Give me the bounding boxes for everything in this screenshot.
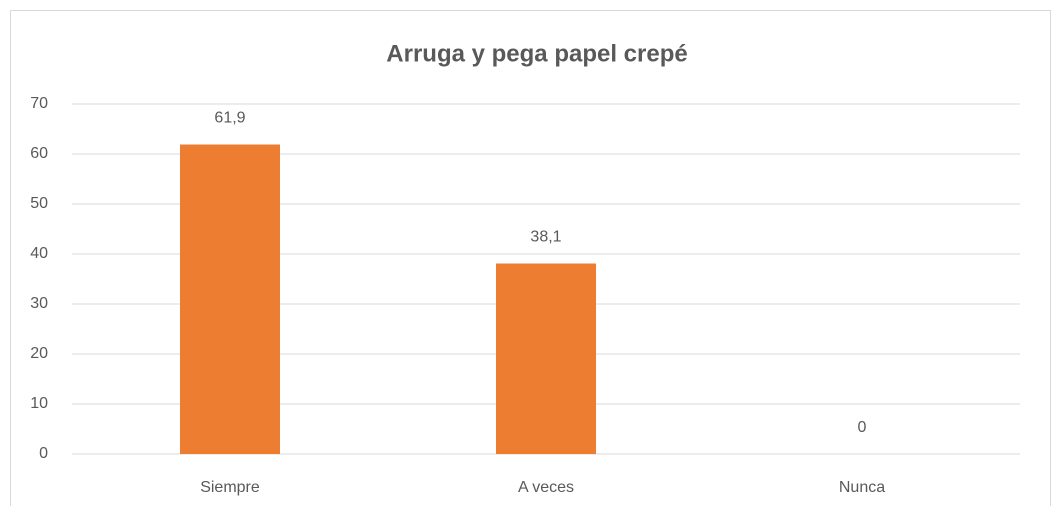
data-label: 0 <box>858 419 867 436</box>
x-tick-label: A veces <box>518 479 574 496</box>
y-tick-label: 30 <box>30 295 48 312</box>
y-tick-label: 20 <box>30 345 48 362</box>
y-tick-label: 70 <box>30 95 48 112</box>
x-tick-label: Siempre <box>200 479 260 496</box>
data-label: 61,9 <box>214 110 245 127</box>
chart-title: Arruga y pega papel crepé <box>386 40 687 67</box>
y-tick-label: 40 <box>30 245 48 262</box>
x-tick-label: Nunca <box>839 479 885 496</box>
data-label: 38,1 <box>530 229 561 246</box>
y-tick-label: 60 <box>30 145 48 162</box>
y-tick-label: 10 <box>30 395 48 412</box>
bar <box>180 144 280 454</box>
y-tick-label: 50 <box>30 195 48 212</box>
bar <box>496 263 596 454</box>
y-tick-label: 0 <box>39 445 48 462</box>
